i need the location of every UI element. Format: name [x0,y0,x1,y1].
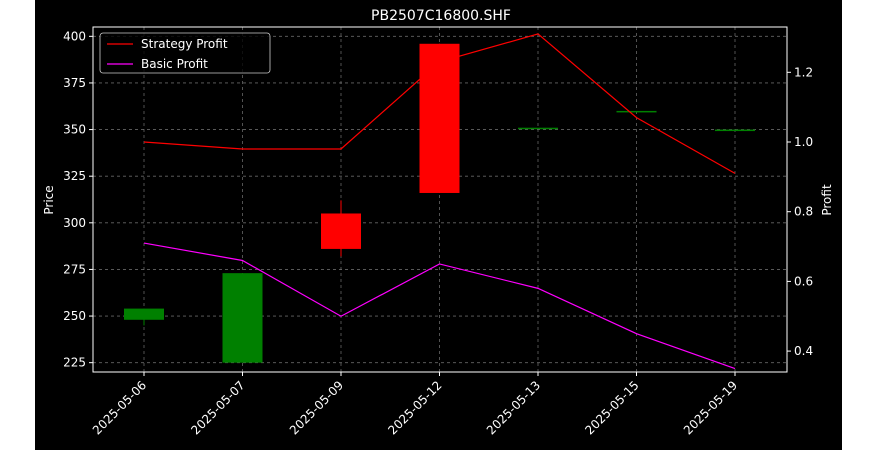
candle-body [715,129,755,132]
right-axis: 0.4 0.6 0.8 1.0 1.2 [787,65,813,358]
legend-label: Strategy Profit [141,37,228,51]
x-axis: 2025-05-06 2025-05-07 2025-05-09 2025-05-12… [90,372,740,437]
x-tick-label: 2025-05-19 [681,378,740,437]
y-tick-label-right: 1.2 [794,65,813,79]
y-tick-label-right: 0.4 [794,344,813,358]
y-tick-label-right: 0.8 [794,205,813,219]
x-tick-label: 2025-05-13 [484,378,543,437]
candle-body [222,273,263,363]
chart-svg: PB2507C16800.SHF 225 250 275 300 325 350 375 40… [42,8,834,437]
y-axis-label-right: Profit [820,184,834,216]
candles [124,43,755,363]
y-tick-label-right: 1.0 [794,135,813,149]
candle-body [124,308,164,320]
series-line [143,33,736,174]
candle-body [616,110,657,113]
chart-title: PB2507C16800.SHF [371,8,511,24]
y-tick-label-left: 250 [63,309,86,323]
left-axis: 225 250 275 300 325 350 375 400 [63,29,93,370]
x-tick-label: 2025-05-09 [287,378,346,437]
chart-figure: PB2507C16800.SHF 225 250 275 300 325 350 375 40… [35,0,842,450]
x-tick-label: 2025-05-12 [385,378,444,437]
x-tick-label: 2025-05-06 [90,378,149,437]
y-tick-label-left: 325 [63,169,86,183]
legend: Strategy Profit Basic Profit [99,32,271,74]
x-tick-label: 2025-05-07 [188,378,247,437]
y-tick-label-left: 400 [63,29,86,43]
y-axis-label-left: Price [42,185,56,214]
legend-label: Basic Profit [141,57,208,71]
candle-body [518,127,558,130]
y-tick-label-left: 275 [63,262,86,276]
series-line [143,242,736,370]
candle-body [321,213,361,249]
y-tick-label-left: 350 [63,123,86,137]
legend-box [99,32,271,74]
y-tick-label-left: 300 [63,216,86,230]
x-tick-label: 2025-05-15 [582,378,641,437]
y-tick-label-right: 0.6 [794,274,813,288]
profit-lines [143,33,736,370]
y-tick-label-left: 225 [63,356,86,370]
y-tick-label-left: 375 [63,76,86,90]
grid [93,27,787,372]
candle-body [419,43,460,193]
